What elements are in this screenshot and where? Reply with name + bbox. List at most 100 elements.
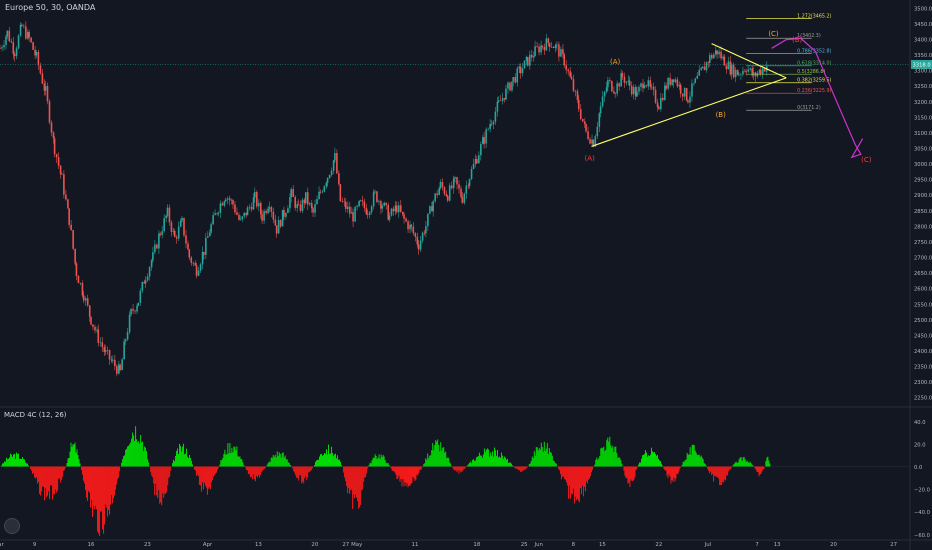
candle-body bbox=[285, 213, 287, 217]
macd-bar bbox=[615, 446, 617, 467]
candle-body bbox=[63, 174, 65, 195]
macd-bar bbox=[365, 466, 367, 477]
macd-bar bbox=[175, 455, 177, 467]
macd-bar bbox=[536, 447, 538, 467]
macd-bar bbox=[729, 466, 731, 470]
tradingview-logo-icon[interactable] bbox=[4, 518, 20, 534]
candle-body bbox=[660, 97, 662, 110]
macd-bar bbox=[76, 449, 78, 467]
macd-bar bbox=[630, 466, 632, 480]
macd-bar bbox=[572, 466, 574, 489]
candle-body bbox=[554, 44, 557, 49]
candle-body bbox=[429, 206, 431, 214]
macd-bar bbox=[426, 459, 428, 467]
macd-bar bbox=[670, 466, 672, 484]
candle-body bbox=[563, 54, 565, 66]
x-tick-label: 23 bbox=[144, 542, 151, 548]
macd-bar bbox=[439, 451, 441, 467]
macd-bar bbox=[150, 466, 152, 473]
candle-body bbox=[438, 188, 440, 195]
y-tick-label: 2350.0 bbox=[914, 365, 932, 371]
macd-bar bbox=[460, 466, 462, 473]
macd-bar bbox=[660, 460, 661, 467]
macd-bar bbox=[35, 466, 37, 479]
macd-bar bbox=[224, 449, 226, 467]
candle-body bbox=[146, 276, 149, 281]
candle-body bbox=[616, 83, 618, 94]
macd-bar bbox=[682, 461, 684, 467]
candle-body bbox=[365, 207, 368, 215]
candle-body bbox=[729, 61, 732, 75]
candle-body bbox=[545, 38, 548, 51]
candle-body bbox=[421, 232, 424, 241]
macd-bar bbox=[538, 447, 540, 467]
macd-bar bbox=[432, 443, 434, 467]
macd-bar bbox=[59, 466, 61, 479]
macd-bar bbox=[525, 466, 527, 470]
macd-bar bbox=[452, 466, 454, 469]
candle-body bbox=[685, 88, 688, 101]
macd-bar bbox=[625, 466, 627, 479]
macd-bar bbox=[211, 466, 213, 481]
macd-bar bbox=[394, 466, 396, 473]
macd-bar bbox=[140, 435, 142, 467]
candle-body bbox=[461, 196, 464, 203]
candle-body bbox=[159, 233, 161, 235]
macd-bar bbox=[350, 466, 352, 491]
macd-bar bbox=[319, 456, 320, 467]
macd-histogram bbox=[0, 426, 910, 537]
macd-bar bbox=[32, 466, 34, 474]
candle-body bbox=[230, 200, 233, 201]
candle-body bbox=[658, 107, 660, 110]
macd-bar bbox=[299, 466, 301, 476]
candle-body bbox=[158, 233, 160, 249]
candle-body bbox=[308, 203, 311, 205]
x-tick-label: 16 bbox=[88, 542, 95, 548]
macd-bar bbox=[273, 456, 275, 467]
candle-body bbox=[27, 31, 29, 39]
axes: 3500.0 3450.0 3400.0 3350.0 3300.0 3250.0 3200… bbox=[0, 6, 932, 548]
macd-bar bbox=[303, 466, 305, 484]
macd-bar bbox=[397, 466, 399, 479]
macd-bar bbox=[433, 450, 435, 467]
candle-body bbox=[414, 233, 417, 237]
candle-body bbox=[70, 224, 72, 231]
candle-body bbox=[352, 212, 354, 222]
macd-bar bbox=[491, 451, 493, 467]
macd-bar bbox=[89, 466, 91, 493]
macd-bar bbox=[467, 464, 469, 467]
wave-label: (C) bbox=[861, 156, 872, 164]
candle-body bbox=[72, 230, 74, 249]
candle-body bbox=[94, 326, 96, 331]
macd-bar bbox=[691, 444, 693, 467]
macd-bar bbox=[267, 462, 269, 467]
macd-bar bbox=[540, 442, 542, 467]
macd-bar bbox=[697, 455, 699, 467]
macd-bar bbox=[567, 466, 569, 499]
candle-body bbox=[345, 201, 347, 209]
fib-level-label: 0(3171.2) bbox=[797, 105, 821, 111]
macd-bar bbox=[381, 456, 383, 467]
macd-bar bbox=[61, 466, 63, 480]
macd-title: MACD 4C (12, 26) bbox=[4, 411, 67, 419]
macd-bar bbox=[166, 466, 168, 493]
macd-bar bbox=[22, 457, 23, 467]
macd-bar bbox=[108, 466, 110, 511]
candle-body bbox=[53, 138, 56, 155]
macd-bar bbox=[160, 466, 162, 503]
candle-body bbox=[341, 201, 344, 202]
macd-bar bbox=[750, 463, 752, 467]
candle-body bbox=[207, 236, 209, 238]
candle-body bbox=[538, 46, 540, 53]
candle-body bbox=[92, 324, 94, 327]
candle-body bbox=[19, 24, 22, 36]
macd-bar bbox=[560, 466, 562, 480]
macd-bar bbox=[413, 466, 415, 479]
macd-bar bbox=[392, 466, 394, 471]
macd-bar bbox=[221, 460, 223, 467]
macd-bar bbox=[489, 452, 491, 467]
candle-body bbox=[136, 305, 138, 312]
macd-bar bbox=[604, 451, 606, 467]
macd-bar bbox=[290, 465, 292, 467]
